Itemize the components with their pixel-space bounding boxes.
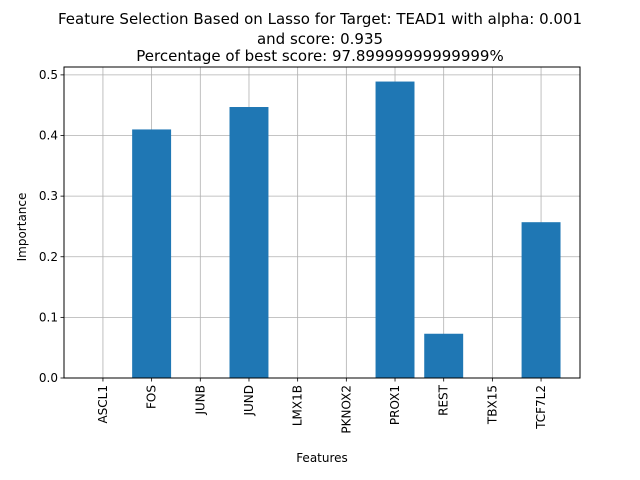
y-tick-label: 0.5 xyxy=(39,68,58,82)
x-tick-label: JUNB xyxy=(193,385,207,416)
x-tick-label: PROX1 xyxy=(388,385,402,425)
y-tick-label: 0.2 xyxy=(39,250,58,264)
x-tick-label: REST xyxy=(437,384,451,416)
bar-prox1 xyxy=(375,81,415,378)
ticks-layer: 0.0 0.1 0.2 0.3 0.4 0.5 ASCL1 FOS JUNB JUND LMX1B P… xyxy=(39,68,548,434)
x-tick-label: TCF7L2 xyxy=(534,385,548,430)
bar-rest xyxy=(424,333,464,378)
y-tick-label: 0.4 xyxy=(39,129,58,143)
chart-title-line-3: Percentage of best score: 97.89999999999… xyxy=(136,47,504,65)
y-tick-label: 0.0 xyxy=(39,371,58,385)
bar-jund xyxy=(229,107,269,379)
chart-title-line-1: Feature Selection Based on Lasso for Tar… xyxy=(57,10,583,28)
x-tick-label: JUND xyxy=(242,385,256,417)
x-tick-label: LMX1B xyxy=(291,385,305,426)
plot-frame xyxy=(63,66,581,379)
y-tick-label: 0.1 xyxy=(39,310,58,324)
bar-tcf7l2 xyxy=(521,222,561,378)
y-axis-label: Importance xyxy=(15,193,29,262)
x-tick-label: TBX15 xyxy=(485,385,499,425)
x-axis-label: Features xyxy=(296,451,348,465)
x-tick-label: PKNOX2 xyxy=(339,385,353,434)
bars-layer xyxy=(132,81,561,379)
y-tick-label: 0.3 xyxy=(39,189,58,203)
x-tick-label: ASCL1 xyxy=(96,385,110,424)
bar-fos xyxy=(132,129,172,378)
x-tick-label: FOS xyxy=(145,385,159,409)
chart-title-line-2: and score: 0.935 xyxy=(256,30,384,48)
